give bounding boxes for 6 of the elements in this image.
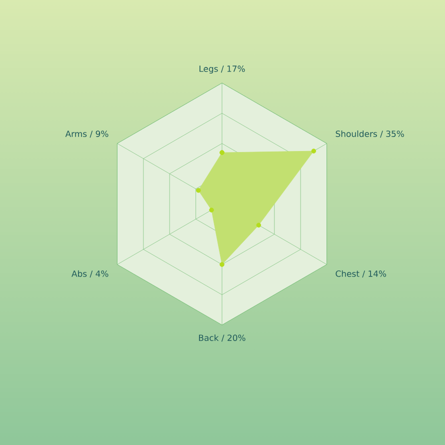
spoke-label: Arms / 9%: [65, 130, 108, 138]
spoke-label: Shoulders / 35%: [336, 130, 404, 138]
spoke-label: Legs / 17%: [200, 66, 245, 74]
spoke-label: Back / 20%: [199, 334, 246, 342]
spoke-label: Chest / 14%: [336, 270, 386, 278]
spoke-label: Abs / 4%: [72, 270, 108, 278]
